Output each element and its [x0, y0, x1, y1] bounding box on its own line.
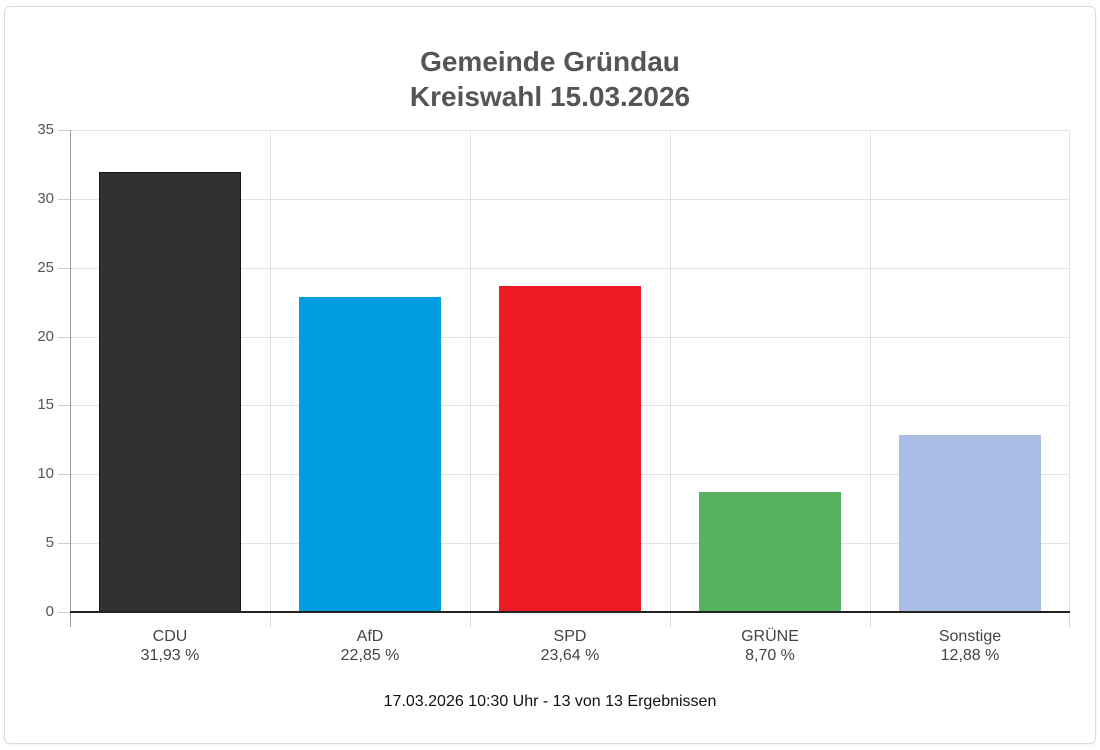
category-value: 8,70 %: [745, 647, 795, 664]
category-name: GRÜNE: [741, 628, 799, 645]
results-status: 17.03.2026 10:30 Uhr - 13 von 13 Ergebni…: [383, 693, 717, 710]
x-tick: [1069, 612, 1070, 627]
category-value: 22,85 %: [340, 647, 400, 664]
y-tick-label: 10: [37, 465, 54, 482]
vgridline: [870, 130, 871, 612]
category-value: 23,64 %: [540, 647, 600, 664]
y-tick-label: 5: [45, 534, 54, 551]
x-category-sonstige: Sonstige 12,88 %: [870, 627, 1070, 665]
chart-title-line2: Kreiswahl 15.03.2026: [409, 81, 691, 112]
category-name: Sonstige: [938, 628, 1002, 645]
x-tick: [670, 612, 671, 627]
plot-area: [70, 130, 1070, 627]
gridline-35: [70, 130, 1070, 131]
bar-cdu[interactable]: [99, 172, 241, 612]
y-tick-label: 15: [37, 396, 54, 413]
x-category-cdu: CDU 31,93 %: [70, 627, 270, 665]
category-name: SPD: [553, 628, 587, 645]
bar-spd[interactable]: [499, 286, 641, 612]
x-tick: [470, 612, 471, 627]
y-tick-label: 25: [37, 259, 54, 276]
vgridline: [1069, 130, 1070, 612]
y-tick: [58, 268, 70, 269]
bar-sonstige[interactable]: [899, 435, 1041, 612]
x-tick: [270, 612, 271, 627]
y-tick: [58, 474, 70, 475]
x-axis-line: [70, 611, 1070, 613]
x-category-gruene: GRÜNE 8,70 %: [670, 627, 870, 665]
y-tick-label: 0: [45, 603, 54, 620]
y-tick: [58, 130, 70, 131]
gridline-30: [70, 199, 1070, 200]
y-tick-label: 20: [37, 328, 54, 345]
vgridline: [270, 130, 271, 612]
y-tick: [58, 543, 70, 544]
category-value: 31,93 %: [140, 647, 200, 664]
bar-gruene[interactable]: [699, 492, 841, 612]
y-tick-label: 35: [37, 121, 54, 138]
x-category-spd: SPD 23,64 %: [470, 627, 670, 665]
y-tick: [58, 405, 70, 406]
gridline-25: [70, 268, 1070, 269]
y-tick-label: 30: [37, 190, 54, 207]
y-tick: [58, 337, 70, 338]
x-category-afd: AfD 22,85 %: [270, 627, 470, 665]
y-axis-line: [70, 130, 71, 627]
category-value: 12,88 %: [940, 647, 1000, 664]
category-name: CDU: [152, 628, 188, 645]
y-tick: [58, 199, 70, 200]
x-tick: [870, 612, 871, 627]
vgridline: [470, 130, 471, 612]
chart-title-line1: Gemeinde Gründau: [420, 46, 680, 77]
bar-afd[interactable]: [299, 297, 441, 612]
vgridline: [670, 130, 671, 612]
y-tick: [58, 612, 70, 613]
category-name: AfD: [356, 628, 384, 645]
